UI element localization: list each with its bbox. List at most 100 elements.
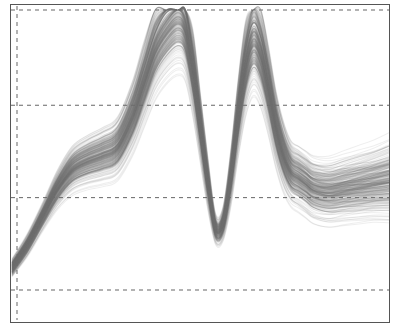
series-line [11, 6, 390, 264]
series-line [11, 18, 390, 268]
series-line [11, 8, 390, 267]
series-line [11, 9, 390, 270]
series-line [11, 6, 390, 270]
series-line [11, 45, 390, 272]
series-line [11, 10, 390, 271]
series-line [11, 6, 390, 261]
series-line [11, 39, 390, 275]
series-line [11, 24, 390, 272]
series-line [11, 6, 390, 266]
series-line [11, 26, 390, 268]
series-line [11, 16, 390, 264]
series-line [11, 29, 390, 265]
series-line [11, 9, 390, 270]
series-line [11, 60, 390, 277]
series-line [11, 15, 390, 266]
series-line [11, 45, 390, 271]
series-line [11, 17, 390, 273]
series-line [11, 41, 390, 274]
series-line [11, 16, 390, 265]
series-line [11, 18, 390, 264]
series-line [11, 9, 390, 272]
series-line [11, 25, 390, 266]
series-line [11, 56, 390, 273]
series-line [11, 37, 390, 274]
series-line [11, 34, 390, 274]
series-line [11, 51, 390, 272]
series-line [11, 36, 390, 273]
series-line [11, 21, 390, 269]
series-line [11, 27, 390, 265]
series-line [11, 35, 390, 272]
series-line [11, 39, 390, 268]
series-line [11, 23, 390, 266]
series-line [11, 7, 390, 263]
series-line [11, 31, 390, 271]
series-line [11, 7, 390, 270]
series-line [11, 7, 390, 267]
series-line [11, 6, 390, 264]
series-line [11, 9, 390, 265]
series-line [11, 18, 390, 269]
series-line [11, 30, 390, 267]
series-line [11, 18, 390, 265]
series-line [11, 33, 390, 273]
series-line [11, 20, 390, 268]
series-line [11, 45, 390, 269]
series-line [11, 23, 390, 270]
series-line [11, 16, 390, 272]
series-line [11, 45, 390, 270]
series-line [11, 22, 390, 268]
series-line [11, 7, 390, 266]
series-line [11, 6, 390, 261]
series-line [11, 40, 390, 274]
series-line [11, 7, 390, 264]
series-line [11, 6, 390, 260]
series-line [11, 6, 390, 261]
series-line [11, 8, 390, 267]
series-line [11, 40, 390, 270]
series-line [11, 7, 390, 264]
series-line [11, 22, 390, 265]
series-line [11, 9, 390, 264]
series-line [11, 6, 390, 265]
series-line [11, 16, 390, 268]
series-line [11, 6, 390, 263]
series-line [11, 6, 390, 270]
series-line [11, 20, 390, 273]
series-line [11, 38, 390, 266]
series-line [11, 7, 390, 268]
series-line [11, 30, 390, 274]
series-lines [11, 6, 390, 278]
series-line [11, 36, 390, 275]
series-line [11, 6, 390, 270]
series-line [11, 6, 390, 266]
series-line [11, 9, 390, 268]
series-line [11, 10, 390, 267]
series-line [11, 6, 390, 266]
series-line [11, 56, 390, 277]
series-line [11, 38, 390, 271]
series-line [11, 42, 390, 276]
series-line [11, 16, 390, 263]
series-line [11, 22, 390, 267]
series-line [11, 19, 390, 269]
series-line [11, 6, 390, 266]
series-line [11, 7, 390, 266]
series-line [11, 37, 390, 270]
plot-frame [10, 4, 390, 323]
series-line [11, 44, 390, 271]
series-line [11, 28, 390, 268]
series-line [11, 52, 390, 277]
series-line [11, 9, 390, 272]
series-line [11, 8, 390, 267]
series-line [11, 7, 390, 262]
series-line [11, 9, 390, 266]
series-line [11, 33, 390, 275]
series-line [11, 9, 390, 268]
series-line [11, 24, 390, 270]
series-line [11, 9, 390, 268]
series-line [11, 9, 390, 263]
series-line [11, 38, 390, 275]
series-line [11, 6, 390, 261]
